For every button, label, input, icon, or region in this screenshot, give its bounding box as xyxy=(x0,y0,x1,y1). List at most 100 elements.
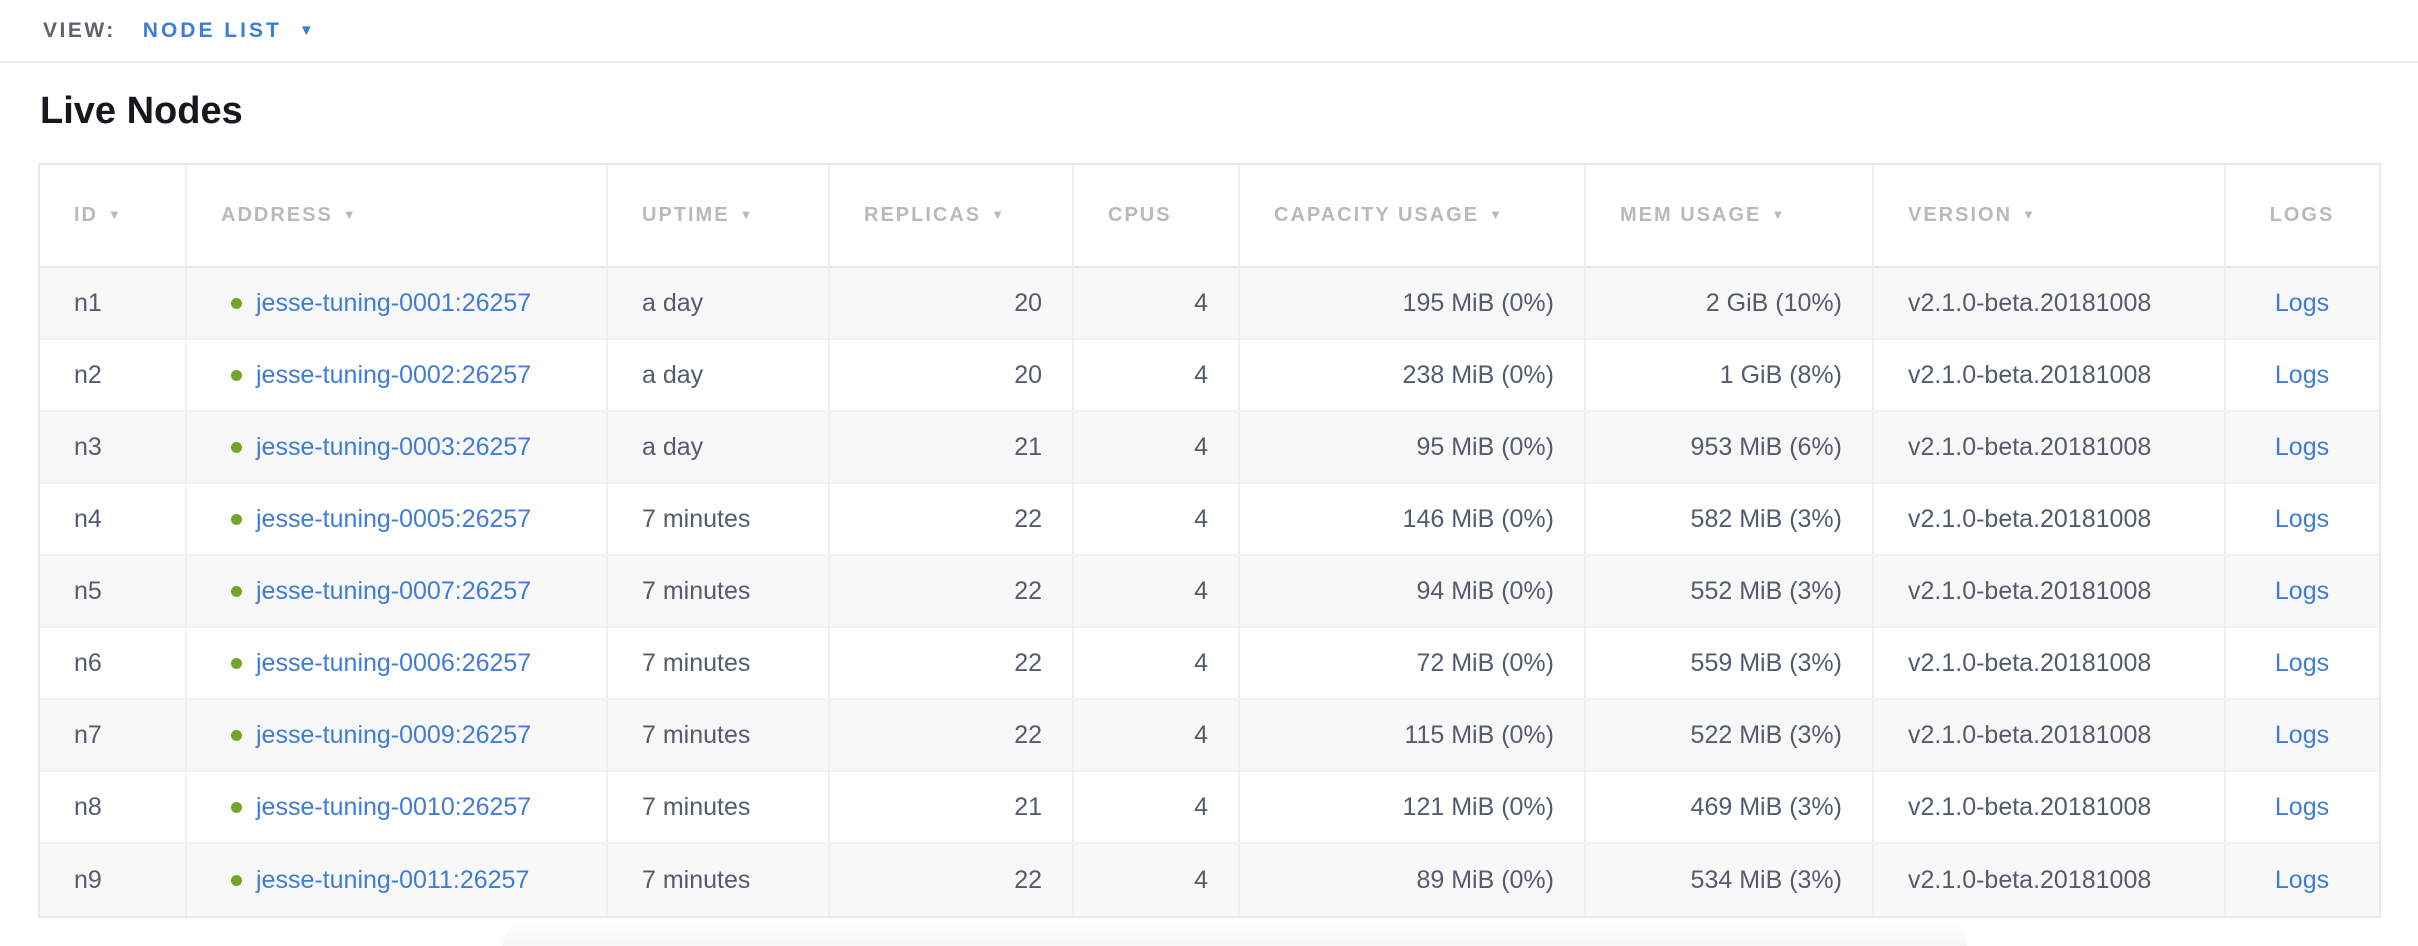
cell-version: v2.1.0-beta.20181008 xyxy=(1872,628,2224,700)
node-address-link[interactable]: jesse-tuning-0010:26257 xyxy=(256,792,532,821)
node-address-link[interactable]: jesse-tuning-0002:26257 xyxy=(256,360,532,389)
cell-capacity: 89 MiB (0%) xyxy=(1238,844,1584,916)
column-header-version[interactable]: VERSION ▼ xyxy=(1872,165,2224,268)
cell-logs: Logs xyxy=(2224,628,2379,700)
cell-id: n4 xyxy=(40,484,185,556)
cell-address: jesse-tuning-0009:26257 xyxy=(185,700,606,772)
column-header-id[interactable]: ID ▼ xyxy=(40,165,185,268)
cell-version: v2.1.0-beta.20181008 xyxy=(1872,484,2224,556)
table-row-n2: n2 jesse-tuning-0002:26257 a day 20 4 238 MiB… xyxy=(40,340,2379,412)
cell-version: v2.1.0-beta.20181008 xyxy=(1872,844,2224,916)
cell-uptime: 7 minutes xyxy=(606,628,828,700)
table-row-n9: n9 jesse-tuning-0011:26257 7 minutes 22 4 89 … xyxy=(40,844,2379,916)
cell-replicas: 22 xyxy=(828,484,1072,556)
chevron-down-icon: ▼ xyxy=(298,22,314,39)
cell-uptime: a day xyxy=(606,340,828,412)
node-address-link[interactable]: jesse-tuning-0006:26257 xyxy=(256,648,532,677)
node-logs-link[interactable]: Logs xyxy=(2274,360,2330,389)
cell-capacity: 94 MiB (0%) xyxy=(1238,556,1584,628)
cell-logs: Logs xyxy=(2224,484,2379,556)
column-header-label: REPLICAS xyxy=(864,204,982,226)
sort-desc-icon: ▼ xyxy=(2022,207,2037,222)
cell-id: n2 xyxy=(40,340,185,412)
cell-mem: 559 MiB (3%) xyxy=(1584,628,1872,700)
cell-replicas: 22 xyxy=(828,628,1072,700)
node-logs-link[interactable]: Logs xyxy=(2274,792,2330,821)
cell-logs: Logs xyxy=(2224,844,2379,916)
column-header-label: LOGS xyxy=(2269,204,2335,226)
cell-uptime: a day xyxy=(606,268,828,340)
cell-logs: Logs xyxy=(2224,556,2379,628)
node-address-link[interactable]: jesse-tuning-0001:26257 xyxy=(256,288,532,317)
node-logs-link[interactable]: Logs xyxy=(2274,865,2330,894)
view-selector-bar: VIEW: NODE LIST ▼ xyxy=(0,0,2418,63)
cell-uptime: 7 minutes xyxy=(606,700,828,772)
node-logs-link[interactable]: Logs xyxy=(2274,648,2330,677)
cell-logs: Logs xyxy=(2224,412,2379,484)
cell-version: v2.1.0-beta.20181008 xyxy=(1872,340,2224,412)
node-address-link[interactable]: jesse-tuning-0009:26257 xyxy=(256,720,532,749)
cell-uptime: 7 minutes xyxy=(606,556,828,628)
cell-version: v2.1.0-beta.20181008 xyxy=(1872,772,2224,844)
node-live-status-icon xyxy=(231,441,242,453)
column-header-cpus[interactable]: CPUS xyxy=(1072,165,1238,268)
cell-address: jesse-tuning-0002:26257 xyxy=(185,340,606,412)
cell-mem: 552 MiB (3%) xyxy=(1584,556,1872,628)
cell-id: n1 xyxy=(40,268,185,340)
column-header-label: VERSION xyxy=(1908,204,2013,226)
cell-mem: 534 MiB (3%) xyxy=(1584,844,1872,916)
cell-id: n9 xyxy=(74,865,102,894)
cell-uptime: 7 minutes xyxy=(606,844,828,916)
table-row-n4: n4 jesse-tuning-0005:26257 7 minutes 22 4 146… xyxy=(40,484,2379,556)
node-address-link[interactable]: jesse-tuning-0005:26257 xyxy=(256,504,532,533)
cell-version: v2.1.0-beta.20181008 xyxy=(1872,700,2224,772)
sort-desc-icon: ▼ xyxy=(108,207,123,222)
cell-uptime: a day xyxy=(606,412,828,484)
node-logs-link[interactable]: Logs xyxy=(2274,504,2330,533)
cell-capacity: 238 MiB (0%) xyxy=(1238,340,1584,412)
cell-id: n7 xyxy=(40,700,185,772)
column-header-label: MEM USAGE xyxy=(1620,204,1762,226)
page-title: Live Nodes xyxy=(40,90,243,132)
cell-replicas: 21 xyxy=(828,772,1072,844)
cell-capacity: 72 MiB (0%) xyxy=(1238,628,1584,700)
cell-id: n5 xyxy=(40,556,185,628)
column-header-label: CPUS xyxy=(1108,204,1172,226)
column-header-label: ID xyxy=(74,204,98,226)
table-row-n7: n7 jesse-tuning-0009:26257 7 minutes 22 4 115… xyxy=(40,700,2379,772)
column-header-replicas[interactable]: REPLICAS ▼ xyxy=(828,165,1072,268)
node-live-status-icon xyxy=(231,729,242,741)
column-header-label: CAPACITY USAGE xyxy=(1274,204,1480,226)
cell-logs: Logs xyxy=(2224,772,2379,844)
cell-mem: 469 MiB (3%) xyxy=(1584,772,1872,844)
view-dropdown-value: NODE LIST xyxy=(142,18,282,42)
node-logs-link[interactable]: Logs xyxy=(2274,576,2330,605)
cell-address: jesse-tuning-0005:26257 xyxy=(185,484,606,556)
cell-id: n6 xyxy=(40,628,185,700)
sort-desc-icon: ▼ xyxy=(991,207,1006,222)
column-header-uptime[interactable]: UPTIME ▼ xyxy=(606,165,828,268)
cell-replicas: 22 xyxy=(828,844,1072,916)
node-address-link[interactable]: jesse-tuning-0003:26257 xyxy=(256,432,532,461)
sort-desc-icon: ▼ xyxy=(739,207,755,222)
cell-capacity: 121 MiB (0%) xyxy=(1238,772,1584,844)
node-logs-link[interactable]: Logs xyxy=(2274,720,2330,749)
table-row-n6: n6 jesse-tuning-0006:26257 7 minutes 22 4 72 … xyxy=(40,628,2379,700)
column-header-mem[interactable]: MEM USAGE ▼ xyxy=(1584,165,1872,268)
node-logs-link[interactable]: Logs xyxy=(2274,432,2330,461)
cell-mem: 582 MiB (3%) xyxy=(1584,484,1872,556)
view-dropdown[interactable]: NODE LIST ▼ xyxy=(143,19,314,43)
column-header-capacity[interactable]: CAPACITY USAGE ▼ xyxy=(1238,165,1584,268)
column-header-logs[interactable]: LOGS xyxy=(2224,165,2379,268)
cell-uptime: 7 minutes xyxy=(606,484,828,556)
node-address-link[interactable]: jesse-tuning-0011:26257 xyxy=(256,865,530,894)
cell-version: v2.1.0-beta.20181008 xyxy=(1872,268,2224,340)
node-address-link[interactable]: jesse-tuning-0007:26257 xyxy=(256,576,532,605)
table-row-n1: n1 jesse-tuning-0001:26257 a day 20 4 195 MiB… xyxy=(40,268,2379,340)
cell-cpus: 4 xyxy=(1072,412,1238,484)
node-logs-link[interactable]: Logs xyxy=(2274,288,2330,317)
cell-cpus: 4 xyxy=(1072,484,1238,556)
column-header-address[interactable]: ADDRESS ▼ xyxy=(185,165,606,268)
cell-cpus: 4 xyxy=(1072,844,1238,916)
table-row-n5: n5 jesse-tuning-0007:26257 7 minutes 22 4 94 … xyxy=(40,556,2379,628)
